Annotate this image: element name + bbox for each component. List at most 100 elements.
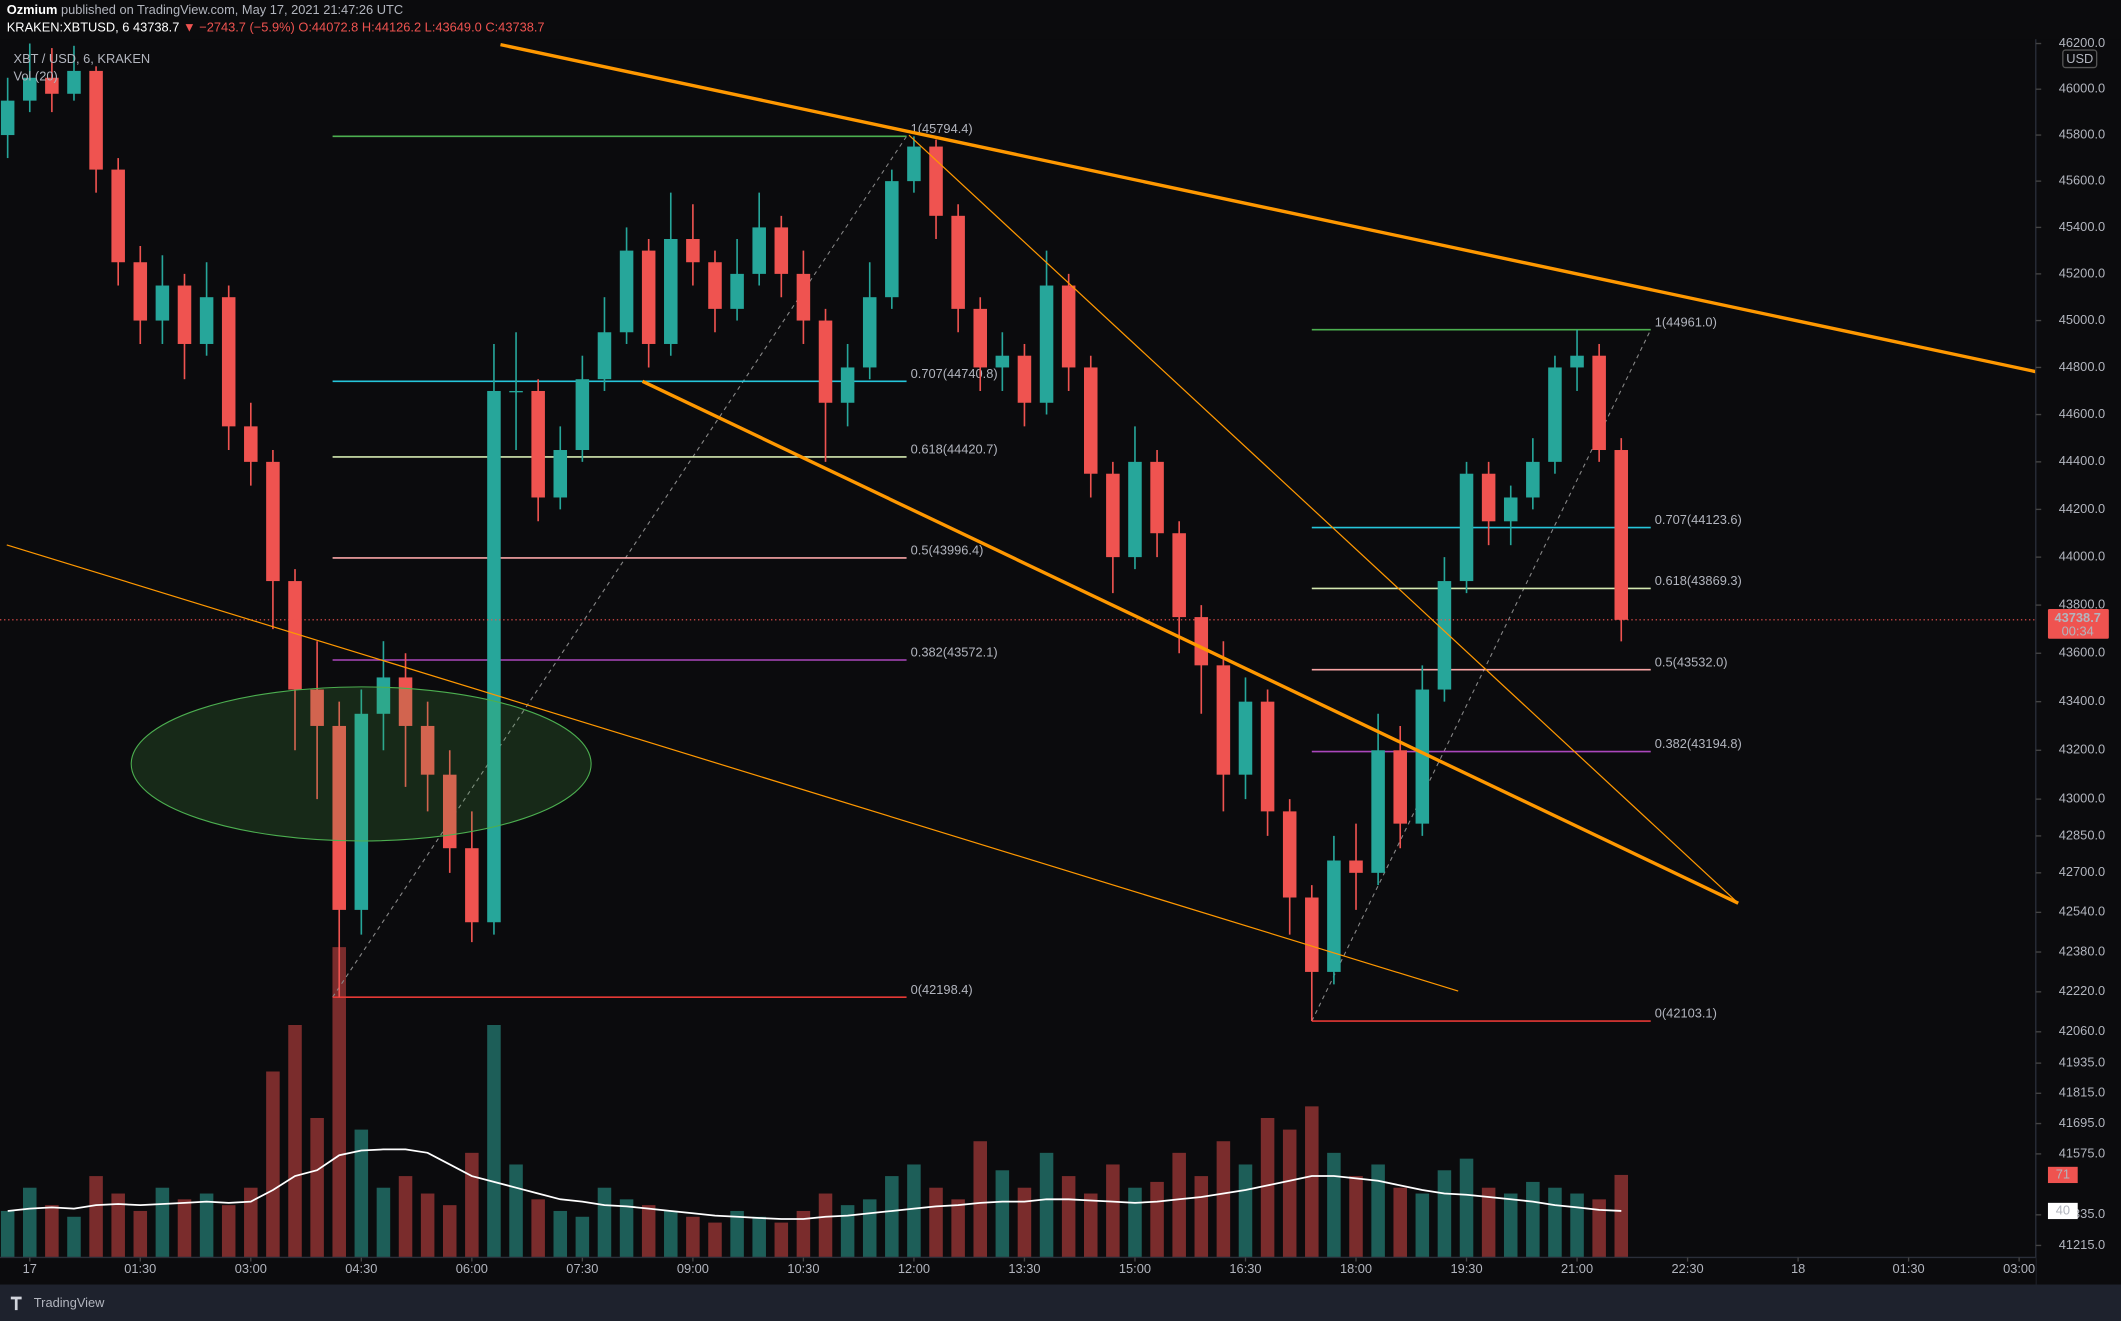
volume-bar (1282, 1129, 1297, 1258)
candle-body (354, 713, 369, 910)
price-tag-label: 43738.7 (2055, 610, 2101, 625)
candle-body (1503, 497, 1518, 522)
y-tick-label: 42380.0 (2059, 943, 2105, 958)
volume-bar (221, 1205, 236, 1258)
y-tick-label: 45600.0 (2059, 173, 2105, 188)
y-tick-label: 45200.0 (2059, 265, 2105, 280)
candle-body (1570, 355, 1584, 368)
header-bar (0, 0, 2121, 40)
volume-bar (1570, 1193, 1584, 1258)
fib-diagonal (332, 136, 908, 998)
y-tick-label: 42850.0 (2059, 827, 2105, 842)
candle-body (840, 367, 855, 403)
volume-bar (354, 1129, 369, 1258)
x-tick-label: 04:30 (345, 1261, 377, 1276)
header-line: Ozmium published on TradingView.com, May… (7, 2, 403, 17)
highlight-ellipse (130, 686, 592, 842)
volume-bar (1349, 1176, 1363, 1258)
candle-body (708, 262, 722, 309)
x-tick-label: 10:30 (787, 1261, 819, 1276)
volume-bar (575, 1216, 590, 1258)
fib-label: 0.707(44123.6) (1655, 512, 1742, 527)
candle-body (1415, 689, 1430, 824)
y-tick-label: 43800.0 (2059, 596, 2105, 611)
volume-bar (23, 1187, 37, 1258)
volume-bar (133, 1210, 148, 1258)
volume-bar (1481, 1187, 1496, 1258)
candle-body (597, 332, 612, 380)
fib-label: 0.707(44740.8) (911, 366, 998, 381)
x-tick-label: 03:00 (2003, 1261, 2035, 1276)
volume-bar (487, 1024, 501, 1258)
volume-bar (929, 1187, 943, 1258)
volume-bar (597, 1187, 612, 1258)
y-tick-label: 46000.0 (2059, 81, 2105, 96)
volume-bar (155, 1187, 170, 1258)
volume-bar (664, 1210, 678, 1258)
volume-bar (1238, 1164, 1253, 1258)
volume-bar (1393, 1187, 1407, 1258)
x-tick-label: 01:30 (1893, 1261, 1925, 1276)
countdown: 00:34 (2062, 623, 2094, 638)
time-axis (0, 1257, 2036, 1285)
candle-body (1481, 473, 1496, 522)
volume-bar (1415, 1193, 1430, 1258)
y-tick-label: 44600.0 (2059, 406, 2105, 421)
candle-body (111, 169, 125, 263)
volume-bar (199, 1193, 214, 1258)
volume-bar (885, 1176, 899, 1258)
x-tick-label: 21:00 (1561, 1261, 1593, 1276)
y-tick-label: 44400.0 (2059, 453, 2105, 468)
y-tick-label: 43200.0 (2059, 742, 2105, 757)
x-tick-label: 18 (1791, 1261, 1805, 1276)
volume-bar (995, 1170, 1010, 1258)
candle-body (420, 725, 435, 775)
candle-body (1061, 285, 1076, 368)
volume-bar (840, 1205, 855, 1258)
price-axis (2035, 0, 2121, 1285)
candle-body (1083, 367, 1098, 474)
candle-body (973, 308, 988, 368)
candle-body (1194, 617, 1209, 666)
candle-body (177, 285, 192, 344)
volume-bar (244, 1187, 258, 1258)
candle-body (907, 146, 921, 182)
volume-bar (1194, 1176, 1209, 1258)
candle-body (885, 181, 899, 298)
candle-body (509, 390, 523, 393)
candle-body (1614, 450, 1629, 620)
fib-label: 0(42103.1) (1655, 1006, 1717, 1021)
candle-body (1437, 581, 1452, 690)
x-tick-label: 19:30 (1450, 1261, 1482, 1276)
candle-body (1371, 750, 1385, 873)
volume-bar (45, 1205, 59, 1258)
volume-bar (1327, 1152, 1341, 1258)
volume-bar (1459, 1158, 1474, 1258)
x-tick-label: 16:30 (1229, 1261, 1261, 1276)
volume-bar (686, 1216, 700, 1258)
x-tick-label: 18:00 (1340, 1261, 1372, 1276)
candle-body (89, 70, 103, 170)
volume-ma-line (7, 1148, 1622, 1220)
low: L:43649.0 (425, 20, 482, 35)
header-line: KRAKEN:XBTUSD, 6 43738.7 ▼ −2743.7 (−5.9… (7, 20, 545, 35)
volume-bar (708, 1222, 722, 1258)
trend-line (908, 134, 1739, 904)
high: H:44126.2 (362, 20, 421, 35)
change: ▼ −2743.7 (−5.9%) (183, 20, 295, 35)
candle-body (133, 262, 148, 321)
volume-bar (442, 1205, 457, 1258)
y-tick-label: 45000.0 (2059, 312, 2105, 327)
volume-tag-label: 71 (2056, 1166, 2070, 1181)
candle-body (1592, 355, 1606, 451)
candle-body (619, 250, 634, 333)
volume-bar (818, 1193, 833, 1258)
candle-body (641, 250, 656, 344)
candle-body (442, 774, 457, 849)
candle-body (1150, 461, 1164, 534)
volume-bar (531, 1199, 545, 1258)
published: published on TradingView.com, May 17, 20… (61, 2, 403, 17)
y-tick-label: 42540.0 (2059, 904, 2105, 919)
candle-body (664, 239, 678, 344)
candle-body (67, 70, 81, 94)
